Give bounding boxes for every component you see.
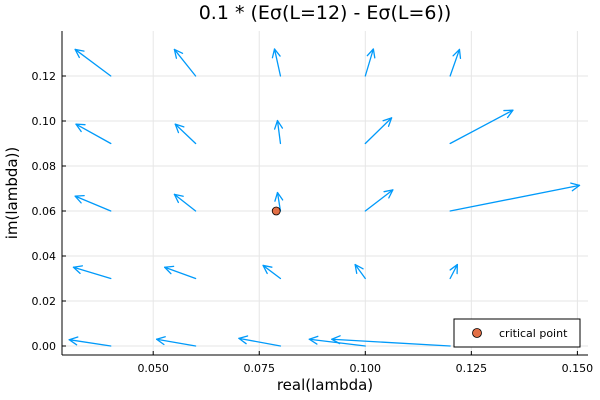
critical-point-marker [271, 206, 281, 216]
arrow-shaft [276, 119, 282, 145]
arrow-shaft [173, 48, 197, 77]
vector-arrow [72, 265, 112, 280]
arrow-head [383, 189, 394, 199]
arrow-head [173, 48, 184, 59]
vector-arrow [155, 336, 197, 347]
arrow-head [164, 265, 175, 275]
vector-arrow [274, 191, 284, 212]
x-axis-label: real(lambda) [277, 376, 373, 394]
vector-arrow [364, 189, 394, 212]
vector-arrow [75, 123, 112, 145]
arrow-head [449, 263, 458, 275]
arrow-shaft [276, 191, 282, 212]
y-tick-label: 0.04 [32, 250, 57, 263]
chart-title: 0.1 * (Eσ(L=12) - Eσ(L=6)) [199, 2, 452, 24]
y-axis-ticks: 0.00 0.02 0.04 0.06 0.08 0.10 0.12 [32, 70, 66, 353]
vector-arrow [164, 265, 197, 280]
arrow-head [155, 336, 166, 346]
arrow-head [382, 117, 393, 127]
vector-arrow [74, 48, 112, 77]
arrow-head [354, 263, 364, 275]
critical-points [271, 206, 281, 216]
y-axis-label: im(lambda)) [3, 147, 21, 240]
arrow-shaft [74, 195, 112, 212]
arrow-shaft [72, 266, 112, 280]
vector-arrow [364, 48, 376, 77]
arrow-head [262, 264, 273, 275]
x-tick-label: 0.125 [456, 362, 488, 375]
arrow-shaft [164, 266, 197, 280]
vector-arrow [238, 335, 282, 347]
arrow-head [72, 265, 83, 274]
arrow-head [274, 191, 284, 202]
y-tick-label: 0.02 [32, 295, 57, 308]
arrow-head [68, 336, 79, 346]
vector-arrow [354, 263, 366, 280]
arrow-head [503, 109, 514, 119]
y-tick-label: 0.12 [32, 70, 57, 83]
vector-arrow [173, 193, 197, 212]
vector-arrow [68, 336, 112, 347]
arrow-shaft [449, 263, 458, 280]
arrow-shaft [364, 117, 393, 145]
grid-lines [62, 31, 588, 355]
legend: critical point [453, 318, 581, 348]
x-tick-label: 0.150 [562, 362, 594, 375]
x-tick-label: 0.050 [137, 362, 169, 375]
vector-arrow [449, 263, 458, 280]
arrow-shaft [354, 263, 366, 280]
vector-arrow [74, 195, 112, 212]
vector-arrow [449, 48, 462, 77]
arrow-head [452, 48, 462, 60]
arrow-head [308, 335, 319, 345]
axes [61, 31, 588, 356]
arrow-head [366, 48, 376, 59]
arrow-shaft [68, 339, 112, 347]
vector-arrow [364, 117, 393, 145]
arrow-shaft [174, 123, 197, 145]
arrow-head [173, 193, 184, 204]
x-tick-label: 0.100 [350, 362, 382, 375]
vector-arrow [174, 123, 197, 145]
vector-arrow [449, 182, 581, 212]
y-tick-label: 0.10 [32, 115, 57, 128]
vector-arrow [262, 264, 282, 280]
vector-arrow [331, 335, 451, 347]
x-tick-label: 0.075 [244, 362, 276, 375]
arrow-head [331, 335, 341, 345]
arrow-shaft [74, 48, 112, 77]
arrow-head [174, 123, 185, 134]
arrow-shaft [449, 109, 514, 145]
arrow-shaft [449, 184, 581, 212]
vector-arrow [271, 48, 282, 77]
vector-field [68, 48, 581, 347]
arrow-shaft [364, 48, 375, 77]
arrow-shaft [173, 193, 197, 212]
y-tick-label: 0.06 [32, 205, 57, 218]
arrow-shaft [331, 338, 451, 347]
vector-arrow [173, 48, 197, 77]
arrow-shaft [449, 48, 461, 77]
vector-arrow [273, 119, 284, 145]
y-tick-label: 0.00 [32, 340, 57, 353]
arrow-head [271, 48, 281, 59]
arrow-head [238, 335, 249, 345]
arrow-shaft [238, 337, 282, 347]
arrow-head [75, 123, 86, 133]
arrow-shaft [155, 338, 197, 347]
arrow-head [74, 195, 85, 204]
arrow-shaft [75, 123, 112, 145]
y-tick-label: 0.08 [32, 160, 57, 173]
arrow-shaft [364, 189, 394, 212]
vector-arrow [449, 109, 514, 145]
x-axis-ticks: 0.050 0.075 0.100 0.125 0.150 [137, 351, 593, 375]
arrow-head [570, 182, 581, 192]
arrow-shaft [273, 48, 282, 77]
legend-label: critical point [499, 327, 568, 340]
legend-marker [472, 328, 482, 338]
arrow-shaft [262, 264, 282, 280]
arrow-head [74, 48, 85, 59]
arrow-head [273, 119, 284, 130]
